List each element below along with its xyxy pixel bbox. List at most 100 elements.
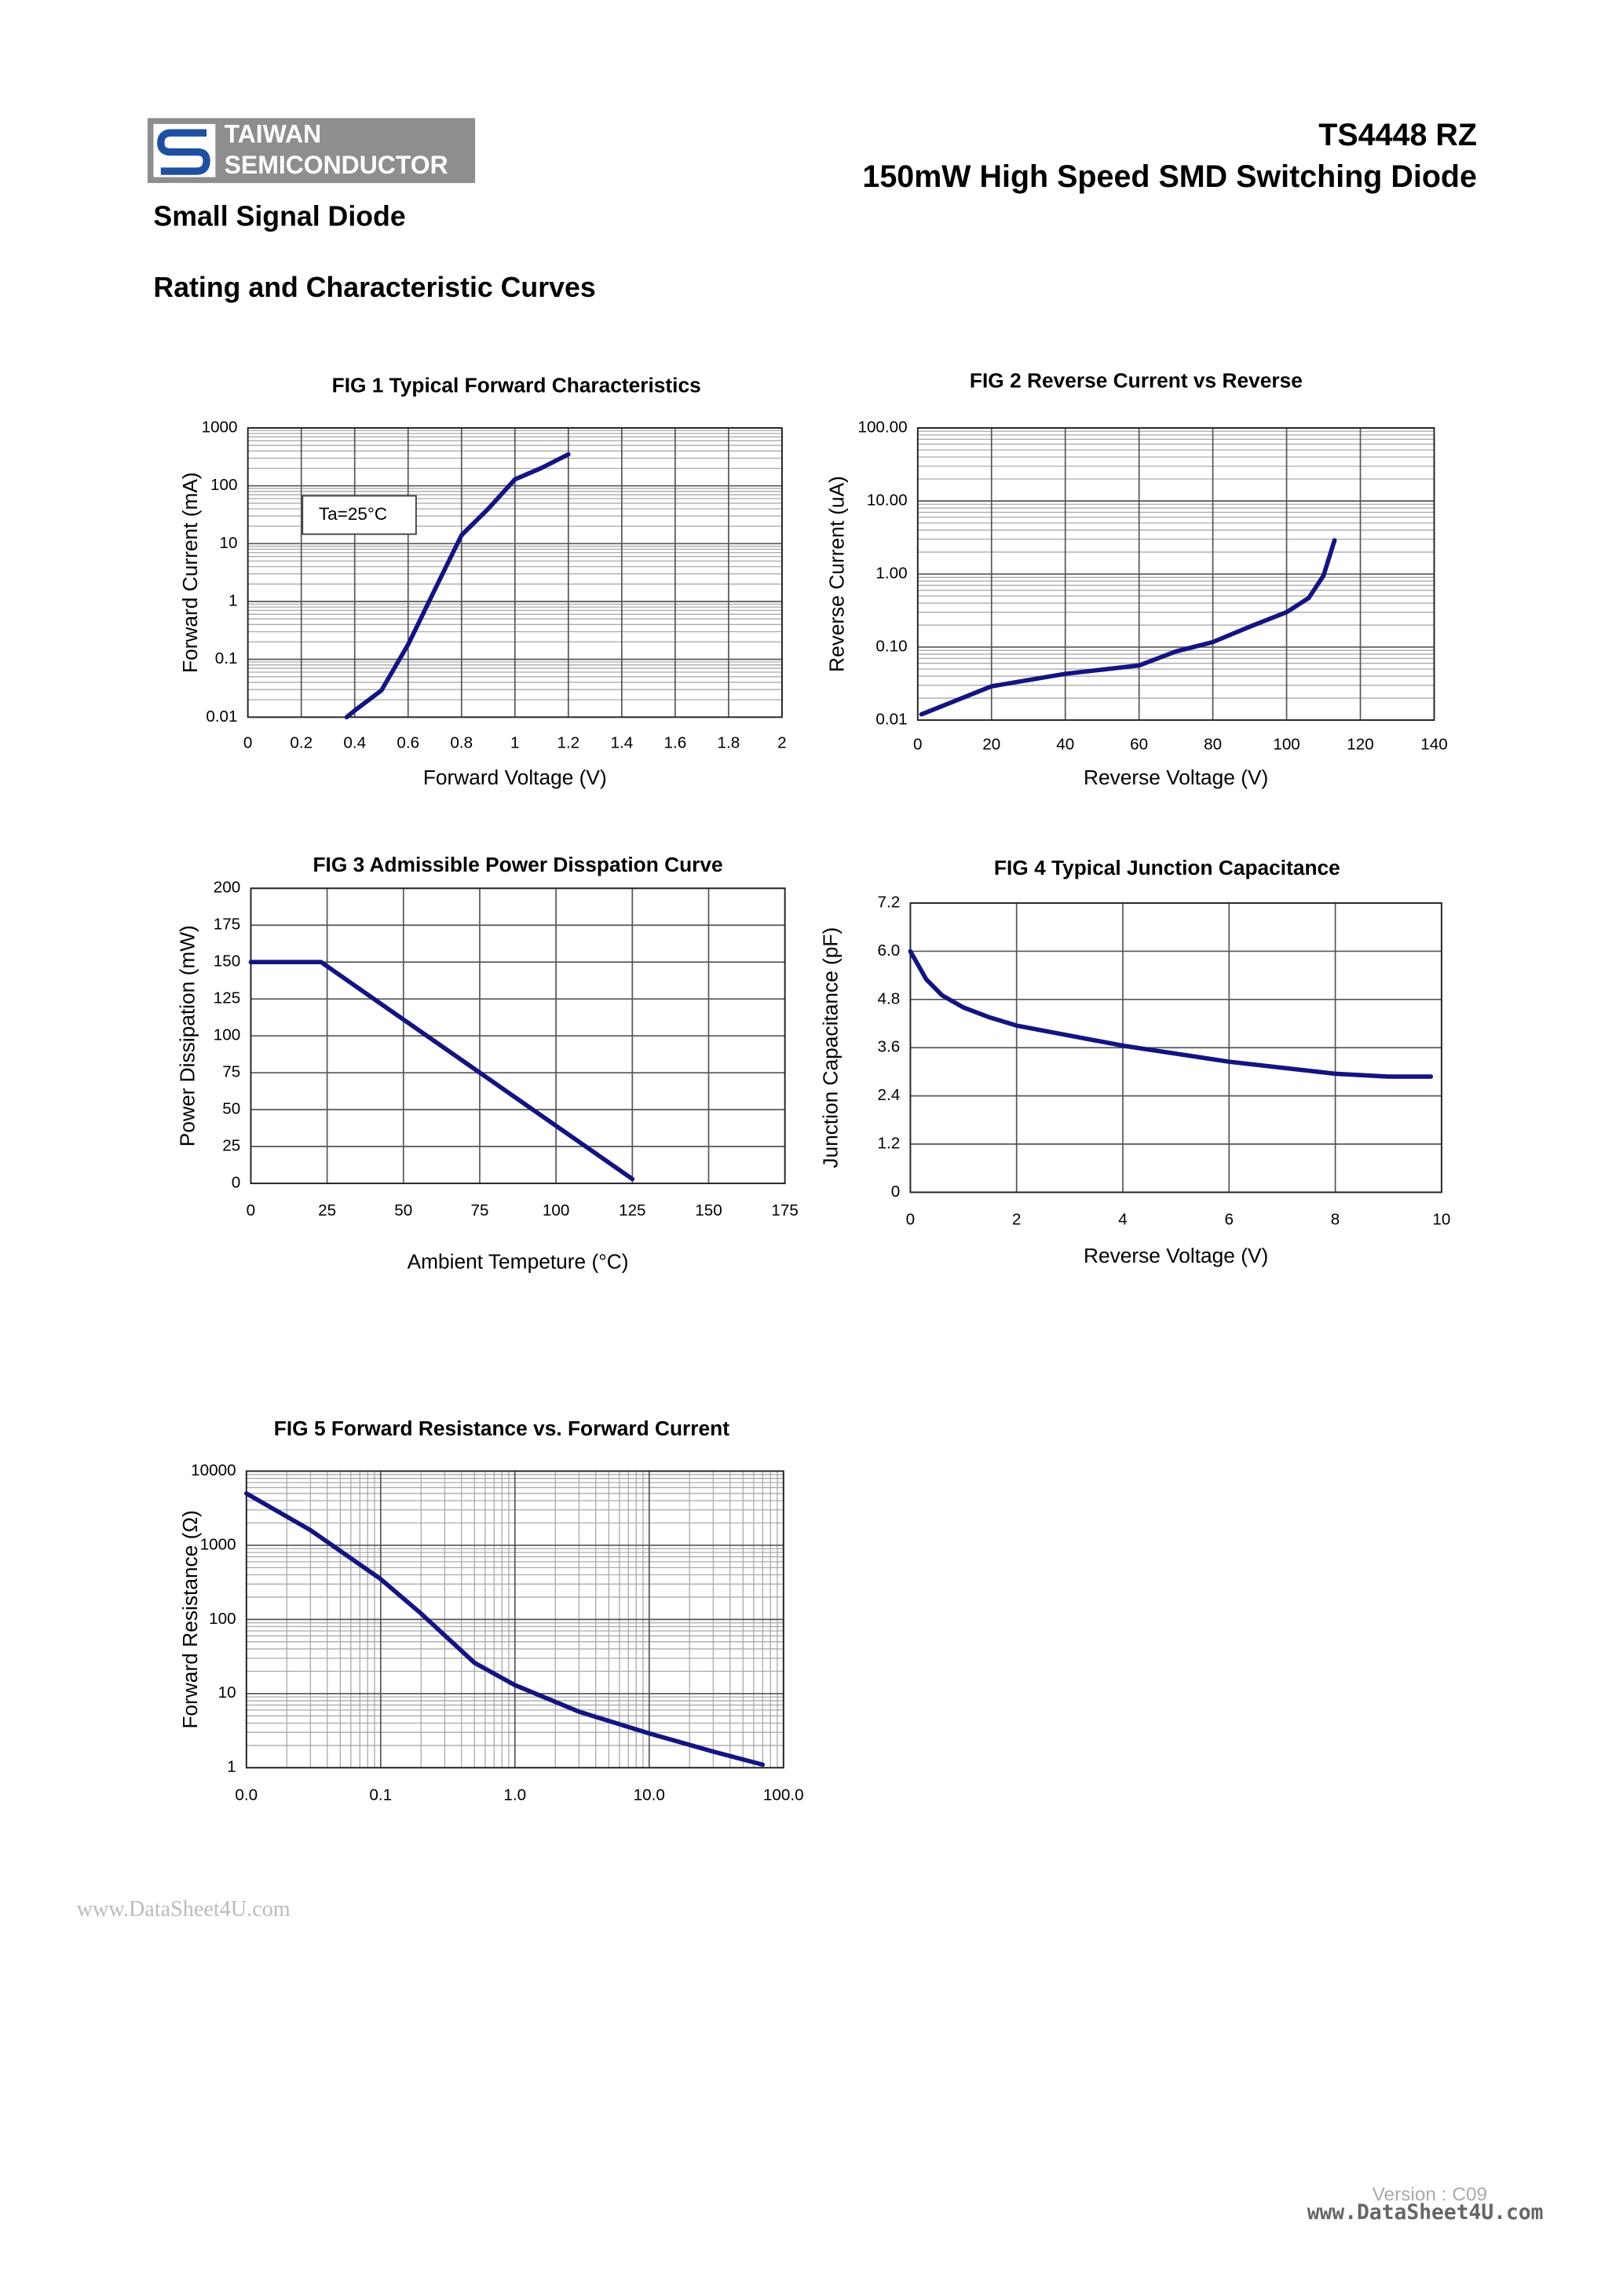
y-axis-label: Power Dissipation (mW) (175, 925, 199, 1146)
x-tick-label: 1 (510, 734, 520, 752)
x-tick-label: 1.8 (718, 734, 740, 752)
x-tick-label: 10 (1432, 1211, 1450, 1229)
x-tick-label: 1.4 (610, 734, 633, 752)
y-tick-label: 150 (214, 952, 240, 971)
plot-frame (245, 1470, 784, 1769)
x-tick-label: 2 (777, 734, 787, 752)
y-tick-label: 0.01 (875, 711, 907, 729)
y-axis-label: Forward Resistance (Ω) (178, 1510, 202, 1728)
x-tick-label: 0.8 (450, 734, 473, 752)
x-tick-label: 0.4 (343, 734, 366, 752)
x-tick-label: 6 (1225, 1211, 1234, 1229)
plot-frame (250, 887, 786, 1185)
y-tick-label: 10000 (191, 1461, 236, 1479)
y-tick-label: 100 (209, 1610, 236, 1628)
x-tick-label: 25 (318, 1201, 336, 1219)
y-tick-label: 3.6 (878, 1038, 901, 1056)
y-axis-label: Junction Capacitance (pF) (819, 927, 843, 1168)
y-tick-label: 1 (227, 1758, 236, 1776)
x-tick-label: 0 (913, 735, 923, 753)
data-line (243, 1491, 766, 1768)
x-tick-label: 75 (470, 1201, 488, 1219)
data-line (908, 949, 1434, 1079)
y-tick-label: 1000 (200, 1535, 236, 1553)
chart-title: FIG 5 Forward Resistance vs. Forward Cur… (274, 1417, 729, 1440)
y-tick-label: 125 (214, 989, 240, 1007)
y-tick-label: 0.01 (206, 707, 237, 726)
plot-frame (247, 427, 783, 718)
x-tick-label: 0.0 (235, 1786, 258, 1804)
x-tick-label: 100 (543, 1201, 569, 1219)
x-axis-label: Reverse Voltage (V) (1084, 1244, 1268, 1267)
x-axis-label: Forward Voltage (V) (423, 766, 607, 789)
y-tick-label: 10.00 (867, 491, 908, 509)
x-tick-label: 0 (243, 734, 253, 752)
y-tick-label: 6.0 (878, 941, 901, 960)
x-tick-label: 0 (247, 1201, 256, 1219)
y-tick-label: 7.2 (878, 894, 901, 912)
annotation: Ta=25°C (319, 504, 387, 524)
y-tick-label: 50 (222, 1100, 240, 1118)
description: 150mW High Speed SMD Switching Diode (862, 159, 1477, 194)
x-tick-label: 120 (1347, 735, 1373, 753)
chart-title: FIG 4 Typical Junction Capacitance (994, 856, 1340, 879)
y-tick-label: 2.4 (878, 1086, 901, 1104)
logo-text: SEMICONDUCTOR (225, 151, 448, 179)
y-tick-label: 4.8 (878, 989, 901, 1007)
x-tick-label: 40 (1056, 735, 1074, 753)
x-tick-label: 0.6 (397, 734, 419, 752)
x-tick-label: 0 (906, 1211, 916, 1229)
y-tick-label: 100 (210, 476, 237, 494)
data-line (344, 452, 571, 720)
y-tick-label: 1000 (202, 418, 238, 436)
chart-title: FIG 2 Reverse Current vs Reverse (970, 369, 1303, 393)
data-line (919, 538, 1337, 717)
x-tick-label: 1.2 (557, 734, 579, 752)
x-tick-label: 4 (1118, 1211, 1128, 1229)
y-tick-label: 1 (228, 591, 238, 609)
y-tick-label: 25 (222, 1137, 240, 1155)
logo-mark (157, 129, 210, 175)
plot-frame (909, 902, 1442, 1194)
y-tick-label: 175 (214, 916, 240, 934)
y-tick-label: 10 (220, 534, 238, 552)
x-tick-label: 100.0 (763, 1786, 804, 1804)
x-tick-label: 0.2 (290, 734, 313, 752)
y-tick-label: 200 (214, 879, 240, 897)
x-tick-label: 20 (982, 735, 1000, 753)
x-tick-label: 0.1 (369, 1786, 392, 1804)
x-tick-label: 10.0 (634, 1786, 665, 1804)
section-title: Small Signal Diode (153, 201, 405, 232)
version: Version : C09 (1373, 2184, 1488, 2206)
y-axis-label: Forward Current (mA) (178, 472, 202, 673)
x-tick-label: 8 (1331, 1211, 1340, 1229)
x-tick-label: 140 (1420, 735, 1447, 753)
section-title: Rating and Characteristic Curves (153, 272, 595, 303)
watermark: www.DataSheet4U.com (1307, 2201, 1544, 2225)
y-tick-label: 0 (232, 1174, 241, 1192)
plot-frame (916, 427, 1435, 722)
part-number: TS4448 RZ (1318, 118, 1477, 152)
chart-title: FIG 3 Admissible Power Disspation Curve (313, 853, 722, 876)
chart-title: FIG 1 Typical Forward Characteristics (332, 373, 701, 397)
x-tick-label: 175 (771, 1201, 798, 1219)
y-tick-label: 75 (222, 1063, 240, 1081)
x-axis-label: Ambient Tempeture (°C) (408, 1250, 629, 1274)
data-line (248, 960, 635, 1182)
y-tick-label: 10 (218, 1684, 236, 1702)
x-tick-label: 1.6 (664, 734, 687, 752)
y-tick-label: 1.00 (875, 564, 907, 582)
x-axis-label: Reverse Voltage (V) (1084, 766, 1268, 789)
y-tick-label: 0 (891, 1183, 901, 1201)
y-tick-label: 0.10 (875, 638, 907, 656)
x-tick-label: 80 (1204, 735, 1222, 753)
x-tick-label: 100 (1273, 735, 1299, 753)
x-tick-label: 150 (695, 1201, 722, 1219)
logo-text: TAIWAN (225, 119, 322, 148)
y-tick-label: 100 (214, 1026, 240, 1044)
y-tick-label: 100.00 (857, 418, 907, 436)
y-tick-label: 1.2 (878, 1134, 901, 1152)
x-tick-label: 2 (1012, 1211, 1022, 1229)
